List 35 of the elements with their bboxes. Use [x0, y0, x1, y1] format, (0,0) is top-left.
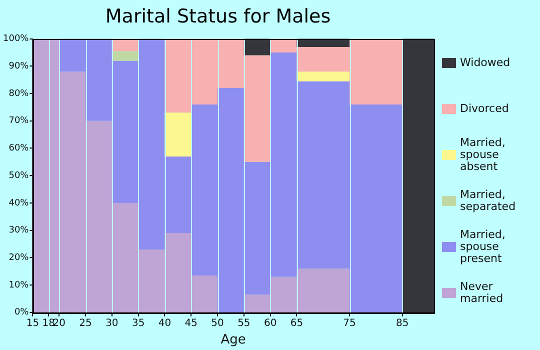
y-tick-label: 10%	[8, 280, 30, 290]
y-tick-label: 90%	[8, 62, 30, 72]
x-tick-label: 60	[264, 318, 277, 329]
legend-label: Married, spouse present	[460, 228, 506, 265]
x-tick-label: 25	[79, 318, 92, 329]
y-tick-label: 70%	[8, 116, 30, 126]
y-tick-label: 100%	[2, 34, 30, 44]
legend-label: Married, separated	[460, 188, 517, 213]
bar	[402, 38, 434, 312]
x-tick-label: 85	[396, 318, 409, 329]
x-tick-label: 18	[42, 318, 55, 329]
x-tick-label: 50	[211, 318, 224, 329]
x-tick-label: 75	[343, 318, 356, 329]
y-tick-label: 60%	[8, 144, 30, 154]
y-tick-label: 80%	[8, 88, 30, 99]
legend-label: Married, spouse absent	[460, 136, 506, 173]
bar	[112, 51, 138, 61]
x-axis-title: Age	[220, 332, 246, 348]
legend-label: Divorced	[460, 102, 510, 115]
x-tick-label: 20	[52, 318, 66, 329]
legend-label: Never married	[460, 280, 504, 305]
x-tick-label: 65	[290, 318, 304, 329]
y-tick-label: 30%	[8, 226, 30, 236]
y-tick-label: 40%	[8, 198, 30, 208]
x-tick-label: 55	[238, 318, 250, 329]
y-tick-label: 0%	[14, 308, 30, 318]
y-tick-label: 50%	[8, 170, 30, 181]
legend-label: Widowed	[460, 56, 512, 69]
x-tick-label: 30	[106, 318, 118, 329]
y-tick-label: 20%	[8, 253, 30, 264]
x-tick-label: 45	[184, 318, 198, 329]
x-tick-label: 40	[158, 318, 172, 329]
x-tick-label: 15	[26, 318, 40, 329]
x-tick-label: 35	[132, 318, 145, 329]
chart-title: Marital Status for Males	[105, 5, 331, 28]
